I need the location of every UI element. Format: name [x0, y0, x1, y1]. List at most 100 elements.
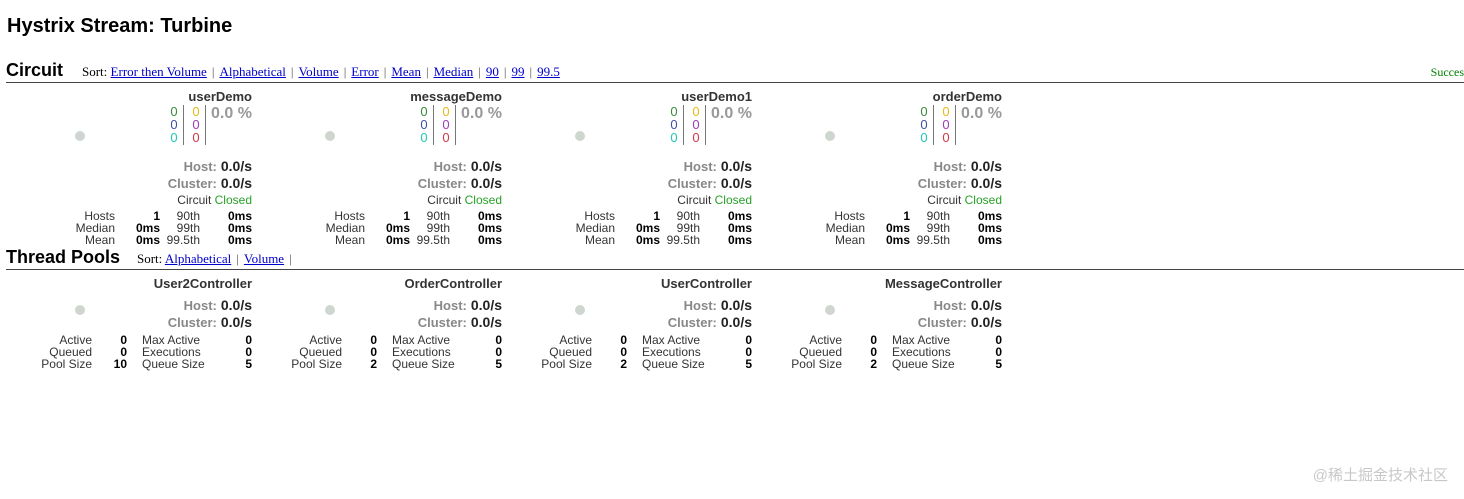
thread-pool-tile[interactable]: MessageController Host: 0.0/s Cluster: 0.0/s…: [757, 276, 1002, 372]
sort-separator: |: [383, 64, 387, 79]
pool-stat-value-right: 5: [495, 357, 502, 371]
sort-90-link[interactable]: 90: [485, 64, 499, 79]
cluster-rate-line: Cluster: 0.0/s: [918, 175, 1002, 191]
thread-pool-tile[interactable]: OrderController Host: 0.0/s Cluster: 0.0/s Ac…: [257, 276, 502, 372]
pool-stat-label-queued: Queued: [299, 345, 342, 359]
short-circuited-count: 0: [170, 117, 178, 132]
thread-pool-tile[interactable]: UserController Host: 0.0/s Cluster: 0.0/s Act…: [507, 276, 752, 372]
pool-stat-value-right: 0: [245, 345, 252, 359]
bad-request-count: 0: [170, 130, 178, 145]
cluster-label: Cluster:: [167, 176, 217, 191]
pool-stat-value-pool-size: 2: [870, 357, 877, 371]
success-count: 0: [920, 104, 928, 119]
thread-pool-health-indicator: [575, 305, 585, 315]
circuit-tile[interactable]: messageDemo 0 0 0 0 0 0 0.0 % Host: 0.0/s Cluster:…: [257, 89, 502, 249]
pool-stat-value-active: 0: [870, 333, 877, 347]
sort-median-link[interactable]: Median: [433, 64, 474, 79]
sort-separator: |: [236, 251, 239, 266]
circuit-health-indicator: [825, 131, 835, 141]
sort-error-link[interactable]: Error: [351, 64, 379, 79]
percentile-value: 0ms: [727, 221, 752, 235]
host-rate-line: Host: 0.0/s: [184, 297, 252, 313]
host-rate-value: 0.0/s: [720, 297, 752, 313]
stat-label-median: Median: [75, 221, 115, 235]
percentile-value: 0ms: [227, 209, 252, 223]
cluster-label: Cluster:: [417, 315, 467, 330]
cluster-label: Cluster:: [167, 315, 217, 330]
circuit-status: Closed: [464, 193, 502, 207]
circuit-tile[interactable]: userDemo 0 0 0 0 0 0 0.0 % Host: 0.0/s Cluster: 0.0…: [7, 89, 252, 249]
stat-label-mean: Mean: [834, 233, 865, 247]
stat-value-hosts: 1: [903, 209, 910, 223]
circuit-tile[interactable]: userDemo1 0 0 0 0 0 0 0.0 % Host: 0.0/s Cluster: 0.…: [507, 89, 752, 249]
pool-sort-alphabetical-link[interactable]: Alphabetical: [164, 251, 232, 266]
stat-label-hosts: Hosts: [584, 209, 615, 223]
thread-pool-health-indicator: [825, 305, 835, 315]
watermark: @稀土掘金技术社区: [1312, 467, 1448, 484]
percentile-value: 0ms: [477, 209, 502, 223]
circuit-section-title: Circuit: [6, 60, 64, 80]
pool-stat-value-right: 0: [745, 345, 752, 359]
count-divider: [205, 105, 206, 145]
pool-stat-label-right: Executions: [892, 345, 951, 359]
host-rate-line: Host: 0.0/s: [934, 297, 1002, 313]
failure-count: 0: [192, 130, 200, 145]
sort-99-link[interactable]: 99: [511, 64, 525, 79]
host-label: Host:: [183, 159, 217, 174]
thread-pools-section-title: Thread Pools: [6, 247, 121, 267]
cluster-rate-value: 0.0/s: [970, 314, 1002, 330]
host-label: Host:: [683, 159, 717, 174]
sort-99-5-link[interactable]: 99.5: [537, 64, 560, 79]
sort-alphabetical-link[interactable]: Alphabetical: [219, 64, 286, 79]
circuit-name: userDemo: [188, 89, 252, 104]
percentile-label: 99th: [426, 221, 450, 235]
percentile-value: 0ms: [227, 233, 252, 247]
host-label: Host:: [433, 159, 467, 174]
short-circuited-count: 0: [670, 117, 678, 132]
circuit-status: Closed: [964, 193, 1002, 207]
connection-status-text: Succes: [1430, 65, 1464, 79]
pool-stat-label-right: Executions: [392, 345, 451, 359]
pool-stat-value-queued: 0: [120, 345, 127, 359]
percentile-label: 99th: [926, 221, 950, 235]
host-rate-value: 0.0/s: [720, 158, 752, 174]
pool-stat-value-right: 0: [245, 333, 252, 347]
circuit-tile[interactable]: orderDemo 0 0 0 0 0 0 0.0 % Host: 0.0/s Cluster: 0.…: [757, 89, 1002, 249]
thread-pool-tile[interactable]: User2Controller Host: 0.0/s Cluster: 0.0/s Ac…: [7, 276, 252, 372]
host-rate-value: 0.0/s: [470, 297, 502, 313]
pool-stat-label-right: Queue Size: [392, 357, 455, 371]
sort-mean-link[interactable]: Mean: [391, 64, 421, 79]
percentile-label: 99th: [676, 221, 700, 235]
count-divider: [183, 105, 184, 145]
percentile-label: 99.5th: [416, 233, 450, 247]
host-rate-line: Host: 0.0/s: [684, 158, 752, 174]
pool-stat-value-right: 5: [745, 357, 752, 371]
pool-stat-value-right: 0: [495, 333, 502, 347]
percentile-label: 90th: [176, 209, 200, 223]
percentile-value: 0ms: [477, 233, 502, 247]
thread-pool-health-indicator: [325, 305, 335, 315]
pool-stat-label-right: Executions: [642, 345, 701, 359]
thread-pool-name: OrderController: [404, 276, 502, 291]
stat-label-hosts: Hosts: [834, 209, 865, 223]
pool-stat-label-active: Active: [809, 333, 842, 347]
sort-error-then-volume-link[interactable]: Error then Volume: [110, 64, 207, 79]
page-title: Hystrix Stream: Turbine: [7, 15, 233, 37]
cluster-label: Cluster:: [667, 176, 717, 191]
count-divider: [455, 105, 456, 145]
short-circuited-count: 0: [920, 117, 928, 132]
cluster-rate-value: 0.0/s: [470, 175, 502, 191]
host-label: Host:: [433, 298, 467, 313]
latency-stats: Hosts 1 90th 0ms Median 0ms 99th 0ms Mean 0ms 99.5…: [257, 210, 502, 246]
percentile-value: 0ms: [977, 233, 1002, 247]
error-percentage: 0.0 %: [211, 105, 252, 122]
success-count: 0: [420, 104, 428, 119]
pool-stat-label-right: Max Active: [892, 333, 951, 347]
success-count: 0: [170, 104, 178, 119]
cluster-label: Cluster:: [417, 176, 467, 191]
percentile-label: 90th: [926, 209, 950, 223]
sort-volume-link[interactable]: Volume: [298, 64, 339, 79]
pool-sort-volume-link[interactable]: Volume: [243, 251, 285, 266]
